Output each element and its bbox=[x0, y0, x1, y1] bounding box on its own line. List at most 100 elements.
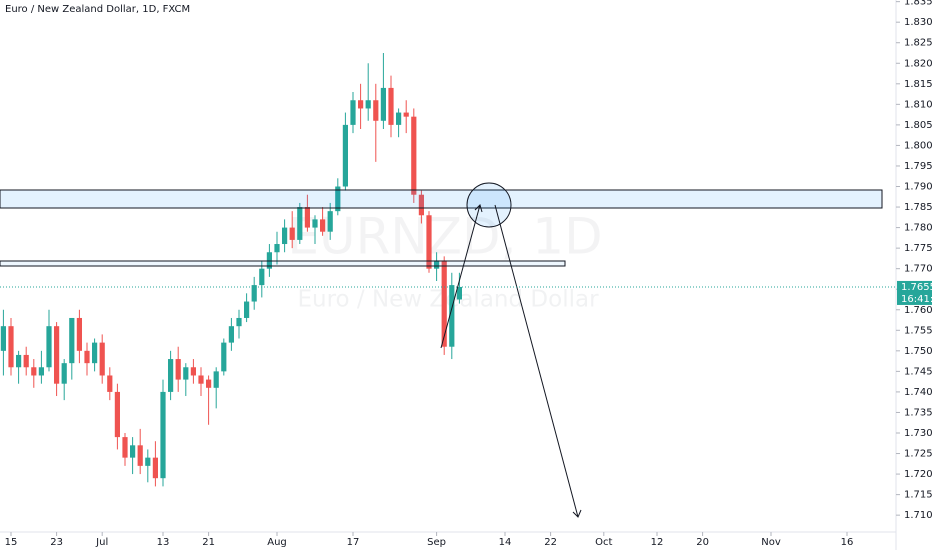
x-tick-label: 12 bbox=[651, 537, 664, 548]
candle-body bbox=[76, 317, 82, 351]
candle-body bbox=[175, 359, 181, 380]
candle-body bbox=[304, 207, 310, 228]
candle-body bbox=[92, 342, 98, 364]
x-tick-label: 20 bbox=[696, 537, 709, 548]
x-tick-label: Jul bbox=[95, 537, 108, 548]
arrow-up bbox=[440, 204, 481, 349]
candle-body bbox=[99, 342, 105, 376]
candle-body bbox=[426, 215, 432, 269]
y-tick-label: 1.83500 bbox=[904, 0, 932, 8]
x-tick-label: Oct bbox=[595, 537, 612, 548]
candle-body bbox=[411, 116, 417, 195]
candle-body bbox=[8, 326, 14, 368]
last-price-label: 1.76555 bbox=[901, 282, 932, 293]
y-tick-label: 1.77500 bbox=[904, 243, 932, 254]
y-tick-label: 1.78000 bbox=[904, 223, 932, 234]
candle-body bbox=[282, 227, 288, 245]
arrow-down bbox=[494, 204, 579, 518]
candle-body bbox=[137, 445, 143, 466]
y-tick-label: 1.77000 bbox=[904, 264, 932, 275]
y-tick-label: 1.71000 bbox=[904, 510, 932, 521]
candle-body bbox=[54, 326, 60, 384]
y-tick-label: 1.82000 bbox=[904, 58, 932, 69]
candle-body bbox=[312, 219, 318, 228]
candle-body bbox=[31, 367, 37, 376]
y-tick-label: 1.80000 bbox=[904, 140, 932, 151]
candle-body bbox=[456, 286, 462, 300]
candle-body bbox=[403, 112, 409, 117]
support-zone bbox=[0, 260, 566, 267]
candle-body bbox=[228, 326, 234, 343]
candle-body bbox=[251, 285, 257, 302]
x-tick-label: 14 bbox=[499, 537, 512, 548]
candle-body bbox=[380, 87, 386, 121]
y-tick-label: 1.74500 bbox=[904, 366, 932, 377]
candle-body bbox=[69, 317, 75, 364]
candle-body bbox=[236, 317, 242, 327]
candle-body bbox=[152, 457, 158, 479]
x-tick-label: Aug bbox=[267, 537, 287, 548]
candle-body bbox=[274, 244, 280, 253]
candle-body bbox=[259, 268, 265, 286]
candle-body bbox=[0, 326, 6, 351]
y-tick-label: 1.73500 bbox=[904, 407, 932, 418]
candle-body bbox=[266, 252, 272, 269]
y-tick-label: 1.80500 bbox=[904, 120, 932, 131]
x-tick-label: 21 bbox=[202, 537, 215, 548]
candle-body bbox=[160, 391, 166, 479]
candle-body bbox=[84, 350, 90, 364]
candle-body bbox=[145, 457, 151, 466]
arrow-head bbox=[474, 204, 483, 213]
candle-body bbox=[388, 87, 394, 125]
candle-body bbox=[289, 227, 295, 240]
last-price-box bbox=[897, 280, 932, 305]
candle-body bbox=[441, 260, 447, 347]
candle-body bbox=[107, 375, 113, 392]
candle-body bbox=[320, 219, 326, 232]
countdown: 16:41:09 bbox=[901, 294, 932, 305]
y-tick-label: 1.79500 bbox=[904, 161, 932, 172]
candle-body bbox=[122, 437, 128, 458]
y-tick-label: 1.76000 bbox=[904, 305, 932, 316]
candle-body bbox=[183, 367, 189, 380]
candle-body bbox=[327, 211, 333, 232]
candle-body bbox=[418, 194, 424, 216]
x-tick-label: 23 bbox=[50, 537, 63, 548]
candle-body bbox=[213, 371, 219, 388]
y-tick-label: 1.71500 bbox=[904, 490, 932, 501]
watermark-subtitle: Euro / New Zealand Dollar bbox=[297, 287, 599, 313]
resistance-zone bbox=[0, 189, 883, 209]
x-tick-label: 15 bbox=[5, 537, 18, 548]
y-tick-label: 1.72000 bbox=[904, 469, 932, 480]
x-tick-label: 22 bbox=[544, 537, 557, 548]
candle-body bbox=[221, 342, 227, 372]
x-tick-label: 17 bbox=[347, 537, 360, 548]
candle-body bbox=[190, 367, 196, 376]
y-tick-label: 1.82500 bbox=[904, 38, 932, 49]
y-tick-label: 1.78500 bbox=[904, 202, 932, 213]
candle-body bbox=[46, 326, 52, 368]
target-circle bbox=[466, 182, 512, 228]
candle-body bbox=[350, 100, 356, 125]
watermark: EURNZD, 1D bbox=[287, 208, 602, 266]
candle-body bbox=[244, 301, 250, 318]
x-tick-label: Sep bbox=[427, 537, 446, 548]
x-tick-label: 16 bbox=[841, 537, 854, 548]
y-tick-label: 1.73000 bbox=[904, 428, 932, 439]
arrow-head bbox=[572, 509, 582, 518]
candle-body bbox=[335, 186, 341, 212]
x-tick-label: Nov bbox=[761, 537, 781, 548]
candle-body bbox=[396, 112, 402, 125]
y-tick-label: 1.83000 bbox=[904, 17, 932, 28]
y-tick-label: 1.72500 bbox=[904, 449, 932, 460]
candle-body bbox=[206, 379, 212, 388]
candle-body bbox=[358, 100, 364, 109]
candle-body bbox=[297, 207, 303, 240]
candle-body bbox=[342, 124, 348, 187]
candle-body bbox=[449, 285, 455, 347]
x-tick-label: 13 bbox=[157, 537, 170, 548]
candle-body bbox=[373, 100, 379, 121]
candle-body bbox=[114, 391, 120, 438]
candles bbox=[0, 52, 462, 487]
